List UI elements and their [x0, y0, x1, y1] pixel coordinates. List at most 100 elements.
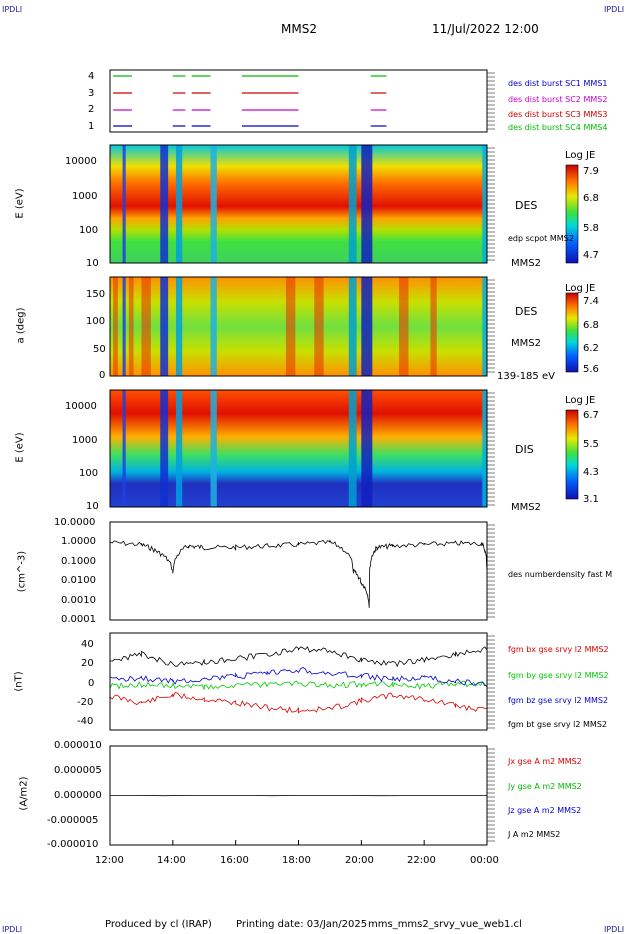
bfield-ytick-0: 0 [88, 678, 95, 689]
des-energy-ylabel: E (eV) [14, 188, 26, 219]
spectro-dropout-2-1 [175, 277, 183, 376]
spectro-dropout-0-0 [122, 145, 126, 263]
bfield-ylabel: (nT) [13, 671, 25, 692]
spectro-dropout-2-2 [175, 390, 183, 507]
corner-label-top-left: IPDLI [2, 5, 23, 14]
des-energy-colorbar [565, 164, 579, 264]
plot-title: MMS2 [281, 22, 317, 36]
density-ylabel: (cm^-3) [16, 550, 28, 593]
current-legend-jx: Jx gse A m2 MMS2 [508, 757, 582, 766]
spectro-dropout-0-2 [122, 390, 126, 507]
panel-frame-bf [109, 632, 488, 731]
dis-energy-sc-label: MMS2 [511, 502, 541, 513]
bfield-ytick-20: 20 [81, 658, 94, 669]
des-energy-ytick-1000: 1000 [72, 191, 98, 202]
spectro-dropout-3-0 [210, 145, 217, 263]
pitch-stripe-2 [141, 277, 151, 376]
dis-energy-cbar-tick-1: 5.5 [583, 439, 599, 450]
des-pitch-ytick-100: 100 [86, 316, 106, 327]
bfield-ytick-m40: -40 [77, 716, 94, 727]
des-pitch-spectrogram [110, 277, 487, 376]
spectro-dropout-1-0 [160, 145, 169, 263]
dis-energy-cbar-tick-0: 6.7 [583, 410, 599, 421]
des-pitch-cbar-tick-2: 6.2 [583, 343, 599, 354]
spectro-dropout-1-1 [160, 277, 169, 376]
time-tick-1800: 18:00 [282, 855, 311, 866]
des-energy-cbar-tick-1: 6.8 [583, 193, 599, 204]
pitch-stripe-1 [128, 277, 134, 376]
bfield-legend-bz: fgm bz gse srvy l2 MMS2 [508, 696, 609, 705]
bfield-ytick-40: 40 [81, 639, 94, 650]
time-tick-1400: 14:00 [157, 855, 186, 866]
current-ytick-3: -0.000005 [47, 815, 99, 826]
des-pitch-species: DES [515, 305, 538, 318]
burst-legend-sc2: des dist burst SC2 MMS2 [508, 95, 608, 104]
time-tick-1600: 16:00 [220, 855, 249, 866]
burst-legend-sc3: des dist burst SC3 MMS3 [508, 110, 608, 119]
spectro-dropout-0-1 [122, 277, 126, 376]
time-tick-1200: 12:00 [95, 855, 124, 866]
pitch-stripe-0 [113, 277, 118, 376]
bfield-line-0 [109, 692, 488, 714]
dis-energy-colorbar [565, 409, 579, 500]
burst-ytick-2: 2 [88, 104, 95, 115]
dis-energy-species: DIS [515, 443, 534, 456]
des-energy-ytick-100: 100 [79, 225, 99, 236]
panel-frame-disE [109, 389, 488, 508]
des-pitch-cbar-tick-1: 6.8 [583, 320, 599, 331]
des-energy-cbar-tick-0: 7.9 [583, 166, 599, 177]
current-ytick-0: 0.000010 [54, 740, 102, 751]
current-ylabel: (A/m2) [18, 776, 30, 811]
dis-energy-ylabel: E (eV) [14, 432, 26, 463]
des-energy-sc-label: MMS2 [511, 258, 541, 269]
spectro-dropout-5-2 [361, 390, 373, 507]
des-energy-colorbar-title: Log JE [565, 150, 596, 161]
des-pitch-ytick-50: 50 [93, 344, 106, 355]
line-plot-layer [109, 75, 488, 797]
des-pitch-ylabel: a (deg) [15, 307, 27, 344]
axes-layer [109, 69, 495, 846]
des-pitch-cbar-tick-3: 5.6 [583, 364, 599, 375]
dis-energy-ytick-10000: 10000 [65, 401, 97, 412]
dis-energy-ytick-1000: 1000 [72, 435, 98, 446]
des-pitch-colorbar [565, 292, 579, 373]
density-ytick-5: 0.0001 [61, 614, 96, 625]
density-line [109, 539, 488, 608]
time-tick-2200: 22:00 [407, 855, 436, 866]
bfield-ytick-m20: -20 [77, 697, 94, 708]
spectro-dropout-3-1 [210, 277, 217, 376]
burst-ytick-3: 3 [88, 88, 95, 99]
des-pitch-ytick-150: 150 [86, 289, 106, 300]
density-ytick-3: 0.0100 [61, 575, 96, 586]
density-ytick-2: 0.1000 [61, 556, 96, 567]
spectro-dropout-4-1 [348, 277, 357, 376]
density-legend: des numberdensity fast M [508, 570, 613, 579]
burst-legend-sc4: des dist burst SC4 MMS4 [508, 123, 608, 132]
current-ytick-4: -0.000010 [47, 839, 99, 850]
spectrogram-layer [110, 145, 579, 507]
corner-label-bottom-left: IPDLI [2, 925, 23, 934]
des-pitch-cbar-tick-0: 7.4 [583, 296, 599, 307]
pitch-stripe-5 [399, 277, 409, 376]
spectro-dropout-4-2 [348, 390, 357, 507]
panel-frame-pitch [109, 276, 488, 377]
corner-label-bottom-right: IPDLI [604, 925, 625, 934]
current-legend-jy: Jy gse A m2 MMS2 [508, 782, 582, 791]
bfield-legend-bt: fgm bt gse srvy l2 MMS2 [508, 720, 607, 729]
burst-ytick-4: 4 [88, 71, 95, 82]
des-energy-ytick-10: 10 [86, 258, 99, 269]
des-pitch-ytick-0: 0 [99, 370, 106, 381]
spectro-dropout-5-1 [361, 277, 373, 376]
dis-energy-cbar-tick-3: 3.1 [583, 494, 599, 505]
pitch-stripe-3 [285, 277, 296, 376]
des-energy-ytick-10000: 10000 [65, 156, 97, 167]
des-pitch-energy-range: 139-185 eV [497, 371, 555, 382]
density-ytick-4: 0.0010 [61, 595, 96, 606]
des-energy-overlay-label: edp scpot MMS2 [508, 234, 574, 243]
spectro-dropout-6-1 [482, 277, 487, 376]
bfield-legend-by: fgm by gse srvy l2 MMS2 [508, 671, 609, 680]
density-ytick-1: 1.0000 [61, 536, 96, 547]
dis-energy-ytick-100: 100 [79, 468, 99, 479]
des-energy-cbar-tick-2: 5.8 [583, 223, 599, 234]
